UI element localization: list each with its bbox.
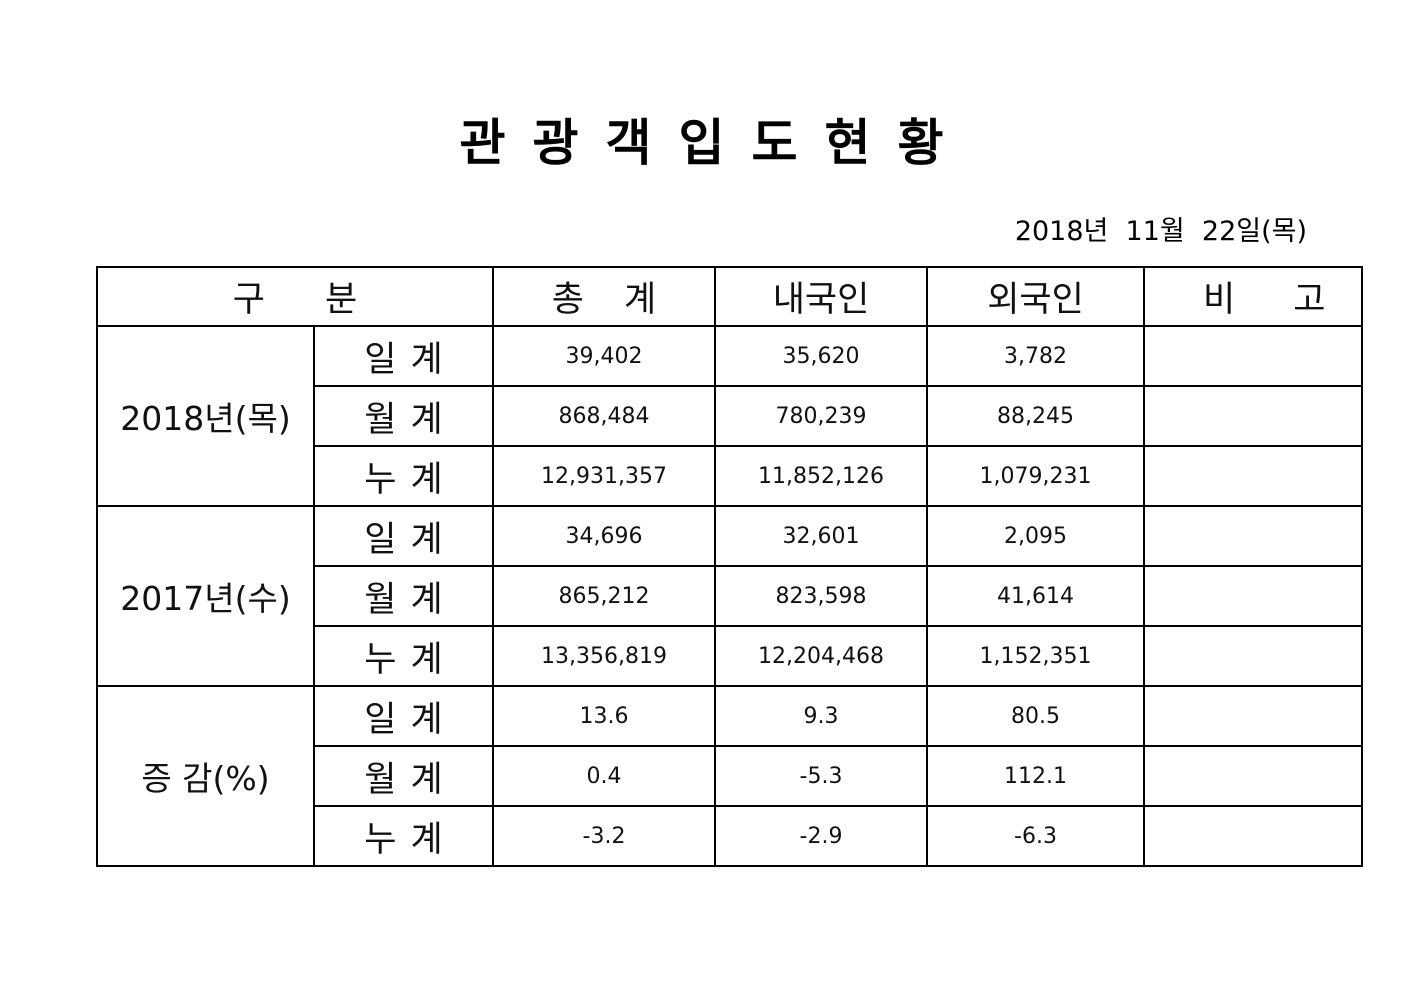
cell-domestic: 35,620 bbox=[714, 325, 928, 387]
cell-remarks bbox=[1143, 745, 1363, 807]
cell-total: 868,484 bbox=[492, 385, 716, 447]
cell-foreign: 112.1 bbox=[926, 745, 1145, 807]
cell-remarks bbox=[1143, 325, 1363, 387]
header-total: 총계 bbox=[492, 266, 716, 327]
row-label-cumulative: 누계 bbox=[313, 805, 494, 867]
row-label-daily: 일계 bbox=[313, 685, 494, 747]
cell-domestic: 823,598 bbox=[714, 565, 928, 627]
cell-total: 12,931,357 bbox=[492, 445, 716, 507]
cell-remarks bbox=[1143, 385, 1363, 447]
cell-remarks bbox=[1143, 505, 1363, 567]
cell-foreign: 80.5 bbox=[926, 685, 1145, 747]
cell-domestic: 9.3 bbox=[714, 685, 928, 747]
table-row: 누계 12,931,357 11,852,126 1,079,231 bbox=[97, 445, 1363, 507]
table-row: 증 감(%) 일계 13.6 9.3 80.5 bbox=[96, 685, 1363, 867]
cell-foreign: 1,152,351 bbox=[926, 625, 1145, 687]
cell-total: -3.2 bbox=[492, 805, 716, 867]
cell-foreign: -6.3 bbox=[926, 805, 1145, 867]
table-row: 누계 -3.2 -2.9 -6.3 bbox=[97, 805, 1363, 867]
cell-total: 13,356,819 bbox=[492, 625, 716, 687]
cell-domestic: 12,204,468 bbox=[714, 625, 928, 687]
cell-domestic: -2.9 bbox=[714, 805, 928, 867]
cell-foreign: 2,095 bbox=[926, 505, 1145, 567]
table-row: 누계 13,356,819 12,204,468 1,152,351 bbox=[97, 625, 1363, 687]
cell-domestic: 32,601 bbox=[714, 505, 928, 567]
tourist-arrivals-table: 구분 총계 내국인 외국인 비고 2018년(목) 일계 39,402 35,6… bbox=[96, 266, 1363, 867]
report-date: 2018년 11월 22일(목) bbox=[1014, 216, 1307, 247]
cell-total: 34,696 bbox=[492, 505, 716, 567]
cell-domestic: -5.3 bbox=[714, 745, 928, 807]
header-remarks: 비고 bbox=[1143, 266, 1363, 327]
table-header-row: 구분 총계 내국인 외국인 비고 bbox=[96, 266, 1363, 327]
group-label-change-percent: 증 감(%) bbox=[96, 685, 315, 867]
cell-domestic: 11,852,126 bbox=[714, 445, 928, 507]
cell-total: 39,402 bbox=[492, 325, 716, 387]
cell-total: 865,212 bbox=[492, 565, 716, 627]
cell-remarks bbox=[1143, 565, 1363, 627]
cell-domestic: 780,239 bbox=[714, 385, 928, 447]
header-domestic: 내국인 bbox=[714, 266, 928, 327]
table-row: 월계 0.4 -5.3 112.1 bbox=[97, 745, 1363, 807]
group-label-2017: 2017년(수) bbox=[96, 505, 315, 687]
cell-foreign: 1,079,231 bbox=[926, 445, 1145, 507]
cell-total: 0.4 bbox=[492, 745, 716, 807]
row-label-daily: 일계 bbox=[313, 325, 494, 387]
table-row: 월계 865,212 823,598 41,614 bbox=[97, 565, 1363, 627]
row-label-monthly: 월계 bbox=[313, 385, 494, 447]
table-row: 2017년(수) 일계 34,696 32,601 2,095 bbox=[96, 505, 1363, 687]
cell-remarks bbox=[1143, 625, 1363, 687]
cell-foreign: 3,782 bbox=[926, 325, 1145, 387]
cell-foreign: 41,614 bbox=[926, 565, 1145, 627]
cell-foreign: 88,245 bbox=[926, 385, 1145, 447]
header-category: 구분 bbox=[96, 266, 494, 327]
row-label-monthly: 월계 bbox=[313, 745, 494, 807]
cell-total: 13.6 bbox=[492, 685, 716, 747]
row-label-daily: 일계 bbox=[313, 505, 494, 567]
row-label-cumulative: 누계 bbox=[313, 625, 494, 687]
cell-remarks bbox=[1143, 685, 1363, 747]
page-title: 관광객입도현황 bbox=[459, 114, 971, 172]
table-row: 2018년(목) 일계 39,402 35,620 3,782 bbox=[96, 325, 1363, 507]
header-foreign: 외국인 bbox=[926, 266, 1145, 327]
row-label-monthly: 월계 bbox=[313, 565, 494, 627]
row-label-cumulative: 누계 bbox=[313, 445, 494, 507]
cell-remarks bbox=[1143, 445, 1363, 507]
group-label-2018: 2018년(목) bbox=[96, 325, 315, 507]
cell-remarks bbox=[1143, 805, 1363, 867]
table-row: 월계 868,484 780,239 88,245 bbox=[97, 385, 1363, 447]
